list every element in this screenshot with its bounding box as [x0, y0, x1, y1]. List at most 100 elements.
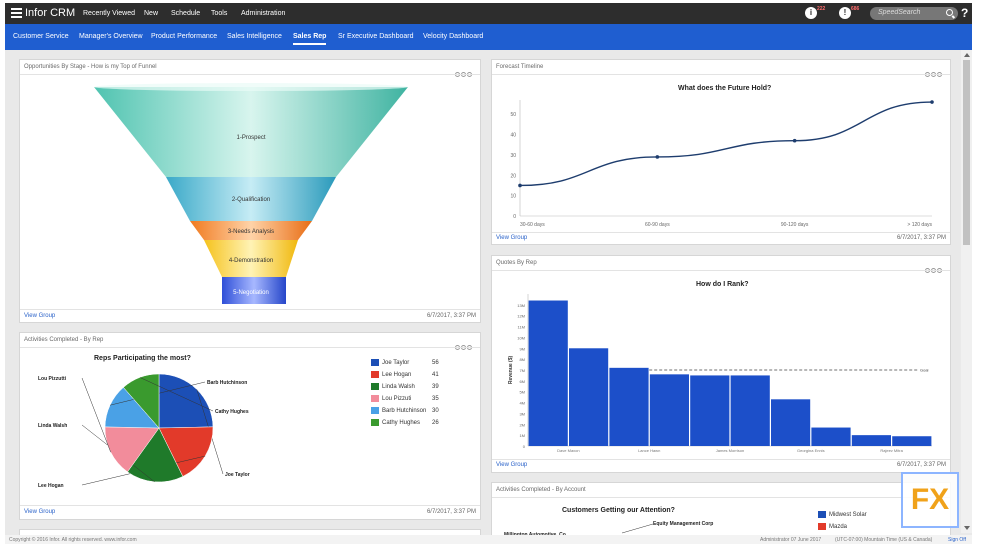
revenue-bar[interactable]	[528, 300, 568, 446]
revenue-bar[interactable]	[690, 375, 730, 446]
y-tick-label: 8M	[519, 357, 525, 362]
view-group-link[interactable]: View Group	[496, 235, 528, 241]
scroll-down-arrow-icon[interactable]	[964, 526, 970, 530]
legend-item: Lou Pizzuti 35	[371, 395, 439, 402]
funnel-label: 3-Needs Analysis	[228, 229, 274, 235]
widget-title: Opportunities By Stage - How is my Top o…	[24, 64, 157, 70]
revenue-bar[interactable]	[811, 427, 851, 446]
view-group-link[interactable]: View Group	[24, 313, 56, 319]
footer-timezone: (UTC-07:00) Mountain Time (US & Canada)	[835, 537, 933, 543]
x-tick-label: James Morrison	[716, 448, 744, 453]
widget-title: Activities Completed - By Rep	[24, 337, 104, 343]
legend-label: Linda Walsh	[382, 384, 415, 391]
funnel-stage-4-demonstration[interactable]	[204, 240, 298, 277]
view-group-link[interactable]: View Group	[24, 509, 56, 515]
slice-leader-line	[81, 377, 111, 453]
menu-recently-viewed[interactable]: Recently Viewed	[83, 10, 136, 17]
funnel-stage-5-negotiation[interactable]	[222, 277, 286, 304]
legend-item-midwest-solar: Midwest Solar	[818, 511, 867, 518]
tab-customer-service[interactable]: Customer Service	[13, 33, 69, 40]
fx-watermark-logo: FX	[901, 472, 959, 528]
y-tick-label: 4M	[519, 401, 525, 406]
widget-title: Activities Completed - By Account	[496, 487, 586, 493]
legend-swatch	[371, 359, 379, 366]
menu-schedule[interactable]: Schedule	[171, 10, 201, 17]
tab-sales-rep[interactable]: Sales Rep	[293, 33, 327, 45]
menu-administration[interactable]: Administration	[241, 10, 286, 17]
help-icon[interactable]: ?	[961, 6, 969, 20]
x-tick-label: Georgina Ennis	[797, 448, 825, 453]
widget-title: Forecast Timeline	[496, 64, 544, 70]
funnel-stage-2-qualification[interactable]	[166, 177, 336, 221]
widget-controls[interactable]	[924, 260, 946, 273]
slice-label: Lou Pizzutti	[38, 376, 67, 382]
revenue-bar[interactable]	[649, 374, 689, 446]
legend-swatch	[371, 407, 379, 414]
search-icon[interactable]	[946, 9, 953, 16]
revenue-bar[interactable]	[569, 348, 609, 446]
legend-item: Lee Hogan 41	[371, 371, 439, 378]
widget-timestamp: 6/7/2017, 3:37 PM	[426, 509, 476, 515]
funnel-label: 2-Qualification	[232, 197, 270, 203]
view-group-link[interactable]: View Group	[496, 462, 528, 468]
reps-pie-chart: Joe Taylor Lee Hogan Linda Walsh Lou Pizzut…	[38, 373, 250, 489]
legend-label: Barb Hutchinson	[382, 408, 427, 415]
speedsearch-input[interactable]: SpeedSearch	[870, 7, 958, 20]
brand-logo[interactable]: Infor CRM	[25, 7, 76, 19]
widget-controls[interactable]	[454, 64, 476, 77]
alerts-icon[interactable]: i	[805, 7, 817, 19]
revenue-bar[interactable]	[892, 436, 932, 446]
top-nav-bar: Infor CRM Recently Viewed New Schedule T…	[5, 3, 972, 24]
speedsearch-placeholder: SpeedSearch	[878, 9, 921, 16]
widget-controls[interactable]	[454, 337, 476, 350]
revenue-bar[interactable]	[851, 435, 891, 446]
page-scrollbar[interactable]	[961, 50, 972, 533]
x-tick-label: 60-90 days	[645, 222, 670, 228]
y-tick-label: 50	[510, 112, 516, 118]
notifications-icon[interactable]: !	[839, 7, 851, 19]
widget-controls[interactable]	[924, 64, 946, 77]
legend-item: Linda Walsh 39	[371, 383, 439, 390]
x-tick-label: Dave Maxon	[557, 448, 579, 453]
tab-sr-executive-dashboard[interactable]: Sr Executive Dashboard	[338, 33, 414, 40]
hamburger-menu-icon[interactable]	[11, 8, 22, 18]
legend-value: 56	[432, 360, 439, 367]
revenue-bar[interactable]	[609, 367, 649, 446]
y-tick-label: 5M	[519, 390, 525, 395]
tab-product-performance[interactable]: Product Performance	[151, 33, 218, 40]
forecast-point	[518, 183, 522, 188]
funnel-stage-3-needs-analysis[interactable]	[190, 221, 312, 240]
quotes-by-rep-widget: Quotes By Rep How do I Rank? 0 1M 2M 3M 4M 5M…	[491, 255, 951, 473]
scroll-up-arrow-icon[interactable]	[964, 53, 970, 57]
dashboard-tab-bar: Customer Service Manager's Overview Prod…	[5, 24, 972, 50]
slice-leader-line	[621, 523, 654, 534]
menu-new[interactable]: New	[144, 10, 159, 17]
x-tick-label: 30-60 days	[520, 222, 545, 228]
slice-label-equity-management: Equity Management Corp	[653, 521, 714, 527]
forecast-widget: Forecast Timeline What does the Future H…	[491, 59, 951, 245]
footer-user: Administrator 07 June 2017	[760, 537, 822, 543]
y-tick-label: 40	[510, 133, 516, 139]
menu-tools[interactable]: Tools	[211, 10, 228, 17]
slice-label: Joe Taylor	[225, 472, 250, 478]
forecast-series-line	[519, 101, 933, 187]
legend-swatch	[371, 371, 379, 378]
legend-value: 35	[432, 396, 439, 403]
tab-velocity-dashboard[interactable]: Velocity Dashboard	[423, 33, 484, 40]
funnel-label: 4-Demonstration	[229, 258, 273, 264]
tab-managers-overview[interactable]: Manager's Overview	[79, 33, 143, 40]
forecast-point	[792, 138, 797, 143]
y-tick-label: 12M	[517, 314, 525, 319]
revenue-bar[interactable]	[771, 399, 811, 446]
chart-title: Customers Getting our Attention?	[562, 507, 675, 514]
notifications-count: 686	[851, 6, 860, 12]
pie-slice[interactable]	[127, 427, 184, 483]
widget-title: Quotes By Rep	[496, 260, 537, 266]
scrollbar-thumb[interactable]	[963, 60, 970, 245]
sign-off-link[interactable]: Sign Off	[948, 537, 966, 543]
tab-sales-intelligence[interactable]: Sales Intelligence	[227, 33, 282, 40]
revenue-bar[interactable]	[730, 375, 770, 446]
y-tick-label: 30	[510, 153, 516, 159]
funnel-stage-1-prospect[interactable]	[94, 87, 408, 177]
y-tick-label: 1M	[519, 433, 525, 438]
